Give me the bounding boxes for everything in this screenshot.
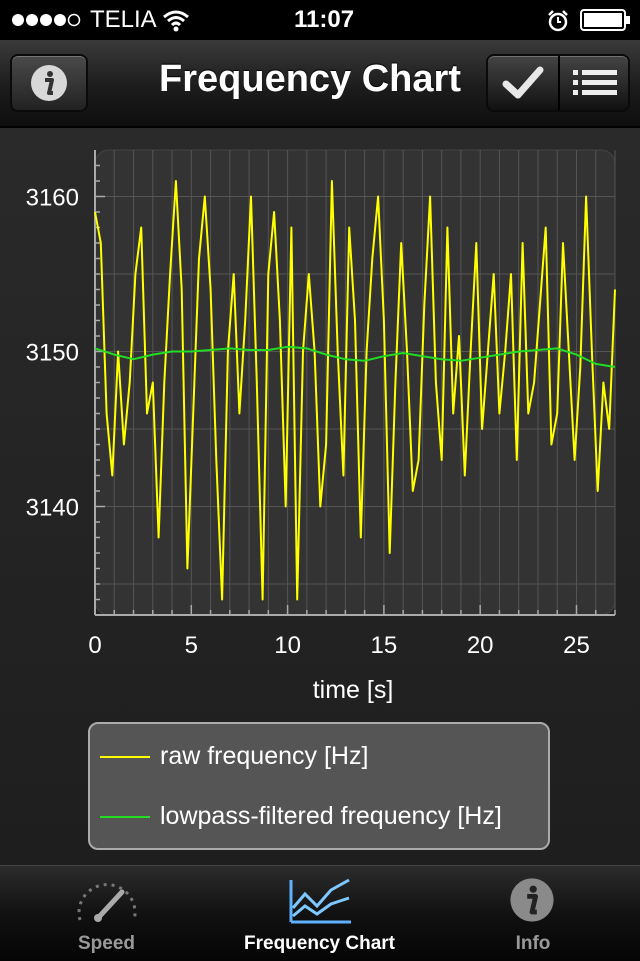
- speedometer-icon: [77, 883, 137, 922]
- y-tick-label: 3160: [26, 185, 79, 212]
- checkmark-button[interactable]: [488, 56, 560, 110]
- x-tick-label: 15: [371, 632, 398, 659]
- x-tick-label: 0: [88, 632, 101, 659]
- series-line-filtered: [94, 345, 616, 368]
- y-tick-label: 3140: [26, 495, 79, 522]
- navigation-bar: Frequency Chart: [0, 40, 640, 128]
- tab-label-speed: Speed: [77, 933, 136, 954]
- frequency-chart[interactable]: 0 5 10 15 20 25 3140 3150 3160 time [s]: [0, 128, 640, 728]
- tab-label-info: Info: [515, 933, 551, 954]
- tab-label-frequency-chart: Frequency Chart: [244, 933, 395, 954]
- tab-speed[interactable]: Speed: [0, 866, 213, 961]
- list-icon: [573, 70, 617, 95]
- page-title: Frequency Chart: [159, 58, 461, 100]
- chart-icon: [289, 878, 351, 924]
- chart-container: 0 5 10 15 20 25 3140 3150 3160 time [s] raw frequ…: [0, 128, 640, 865]
- legend-swatch-raw: [100, 756, 150, 758]
- tab-frequency-chart[interactable]: Frequency Chart: [213, 866, 426, 961]
- checkmark-icon: [502, 66, 544, 99]
- list-button[interactable]: [560, 56, 628, 110]
- x-axis-label: time [s]: [313, 676, 394, 704]
- y-tick-label: 3150: [26, 340, 79, 367]
- chart-legend: raw frequency [Hz] lowpass-filtered freq…: [88, 722, 550, 850]
- x-tick-label: 20: [467, 632, 494, 659]
- legend-swatch-filtered: [100, 816, 150, 818]
- x-tick-label: 25: [563, 632, 590, 659]
- segmented-control: [486, 54, 630, 112]
- info-icon: [510, 878, 554, 922]
- series-line-raw: [94, 180, 616, 601]
- info-icon: [31, 65, 67, 101]
- info-button[interactable]: [10, 54, 88, 112]
- wifi-icon: [163, 10, 189, 32]
- alarm-icon: [548, 10, 568, 32]
- x-tick-label: 10: [274, 632, 301, 659]
- tab-info[interactable]: Info: [426, 866, 640, 961]
- legend-label-filtered: lowpass-filtered frequency [Hz]: [160, 802, 502, 830]
- status-time: 11:07: [294, 6, 355, 33]
- status-bar: TELIA 11:07: [0, 0, 640, 40]
- battery-icon: [580, 9, 630, 31]
- x-tick-label: 5: [185, 632, 198, 659]
- signal-dots-icon: [12, 13, 81, 27]
- legend-label-raw: raw frequency [Hz]: [160, 742, 369, 770]
- tab-bar: Speed Frequency Chart Info: [0, 865, 640, 961]
- carrier-name: TELIA: [90, 6, 157, 33]
